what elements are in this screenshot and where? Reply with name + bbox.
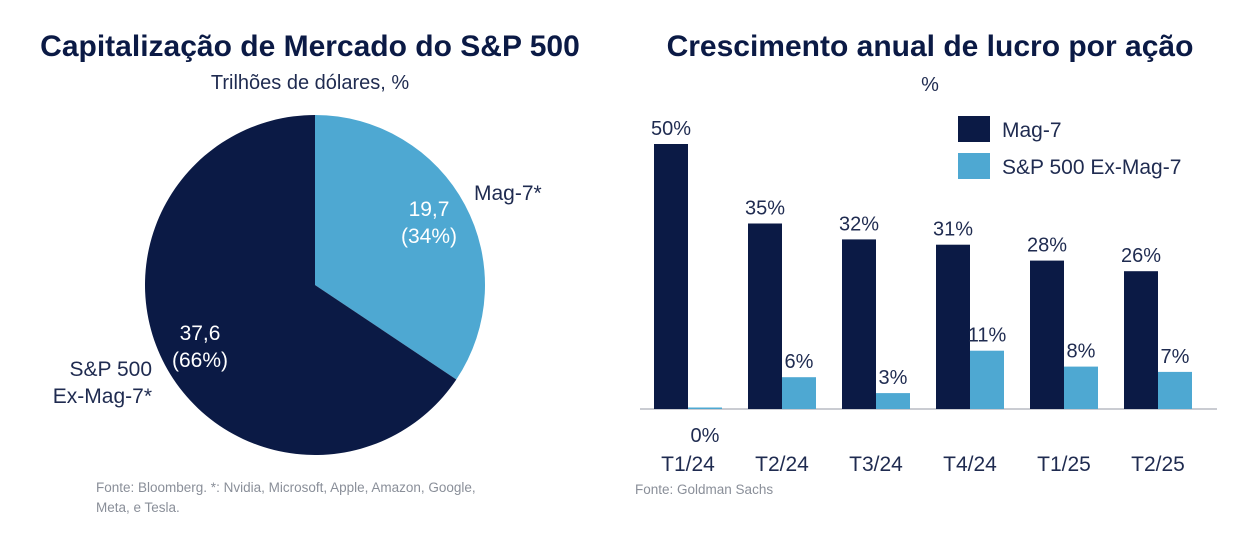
x-tick-label-T2-25: T2/25 (1131, 453, 1185, 476)
bar-chart: 50% 0% T1/24 35% 6% T2/24 32% 3% T3/24 31% 11% T4/2… (640, 116, 1217, 476)
bar-mag7-T4-24 (936, 244, 970, 409)
bar-source-note: Fonte: Goldman Sachs (635, 482, 774, 497)
bar-mag7-T2-24 (748, 223, 782, 409)
bar-chart-title: Crescimento anual de lucro por ação (666, 30, 1194, 63)
eps-growth-panel: Crescimento anual de lucro por ação % 50… (620, 0, 1240, 534)
legend-swatch-exmag7 (958, 153, 990, 179)
bar-exmag7-T1-25 (1064, 366, 1098, 409)
bar-mag7-T1-24 (654, 144, 688, 409)
bar-exmag7-T1-24 (688, 407, 722, 409)
bar-exmag7-T2-24 (782, 377, 816, 409)
legend-label-mag7: Mag-7 (1002, 119, 1062, 142)
data-label-mag7-T3-24: 32% (839, 213, 879, 235)
exmag7-percent-label: (66%) (172, 349, 228, 372)
exmag7-slice-name-line1: S&P 500 (69, 358, 152, 381)
data-label-exmag7-T1-25: 8% (1067, 341, 1096, 363)
data-label-exmag7-T2-24: 6% (785, 351, 814, 373)
data-label-mag7-T1-25: 28% (1027, 235, 1067, 257)
data-label-mag7-T2-24: 35% (745, 198, 785, 220)
bar-exmag7-T3-24 (876, 393, 910, 409)
exmag7-value-label: 37,6 (180, 322, 221, 345)
bar-mag7-T2-25 (1124, 271, 1158, 409)
data-label-mag7-T1-24: 50% (651, 118, 691, 140)
mag7-percent-label: (34%) (401, 225, 457, 248)
pie-source-note: Fonte: Bloomberg. *: Nvidia, Microsoft, … (96, 480, 476, 515)
mag7-slice-name: Mag-7* (474, 182, 542, 205)
data-label-exmag7-T3-24: 3% (879, 367, 908, 389)
pie-chart-title: Capitalização de Mercado do S&P 500 (40, 30, 580, 63)
bar-chart-subtitle: % (921, 74, 939, 96)
x-tick-label-T4-24: T4/24 (943, 453, 997, 476)
bar-exmag7-T2-25 (1158, 371, 1192, 409)
legend: Mag-7 S&P 500 Ex-Mag-7 (958, 116, 1181, 179)
pie-slice-mag7 (315, 115, 486, 380)
bar-mag7-T1-25 (1030, 260, 1064, 409)
pie-chart: 19,7 (34%) 37,6 (66%) Mag-7* S&P 500 Ex-… (53, 115, 542, 455)
data-label-exmag7-T4-24: 11% (968, 325, 1007, 347)
x-tick-label-T2-24: T2/24 (755, 453, 809, 476)
legend-swatch-mag7 (958, 116, 990, 142)
x-tick-label-T1-25: T1/25 (1037, 453, 1091, 476)
legend-label-exmag7: S&P 500 Ex-Mag-7 (1002, 156, 1181, 179)
x-tick-label-T1-24: T1/24 (661, 453, 715, 476)
bar-mag7-T3-24 (842, 239, 876, 409)
data-label-exmag7-T1-24: 0% (691, 425, 720, 447)
mag7-value-label: 19,7 (409, 198, 450, 221)
pie-chart-subtitle: Trilhões de dólares, % (210, 72, 410, 94)
data-label-exmag7-T2-25: 7% (1161, 346, 1190, 368)
market-cap-panel: Capitalização de Mercado do S&P 500 Tril… (40, 30, 580, 515)
bar-exmag7-T4-24 (970, 350, 1004, 409)
data-label-mag7-T2-25: 26% (1121, 245, 1161, 267)
pie-slice-exmag7 (145, 115, 457, 455)
x-tick-label-T3-24: T3/24 (849, 453, 903, 476)
data-label-mag7-T4-24: 31% (933, 219, 973, 241)
exmag7-slice-name-line2: Ex-Mag-7* (53, 385, 152, 408)
